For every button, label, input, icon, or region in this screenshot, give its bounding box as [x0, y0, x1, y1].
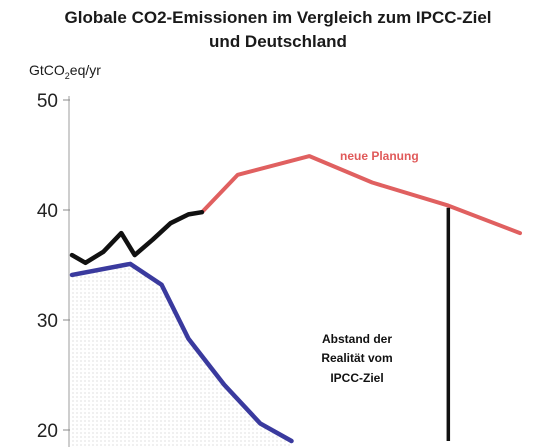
y-axis-label-subscript: 2 — [64, 70, 70, 81]
annotation-neue-planung: neue Planung — [340, 149, 419, 163]
series-line-ipcc-pathway — [69, 261, 294, 444]
y-axis-label-main: GtCO — [29, 62, 65, 78]
y-axis-label-unit: eq/yr — [69, 62, 101, 78]
y-tick-label: 20 — [37, 421, 58, 442]
chart-title-line-1: Globale CO2-Emissionen im Vergleich zum … — [64, 8, 492, 27]
y-tick-label: 40 — [37, 201, 58, 222]
annotation-gap-line-3: IPCC-Ziel — [330, 371, 383, 385]
series-line-emissions-history — [69, 209, 205, 266]
annotation-gap-line-2: Realität vom — [321, 351, 392, 365]
chart-title-line-2: und Deutschland — [209, 32, 347, 51]
y-tick-label: 30 — [37, 311, 58, 332]
series-line-neue-planung — [199, 154, 522, 236]
y-axis-label: GtCO2eq/yr — [29, 62, 101, 81]
annotation-gap-line-1: Abstand der — [322, 332, 392, 346]
y-tick-label: 50 — [37, 91, 58, 112]
chart-title: Globale CO2-Emissionen im Vergleich zum … — [0, 6, 556, 54]
series-lines — [69, 154, 522, 444]
y-axis-ticks: 50 40 30 20 — [37, 91, 70, 442]
